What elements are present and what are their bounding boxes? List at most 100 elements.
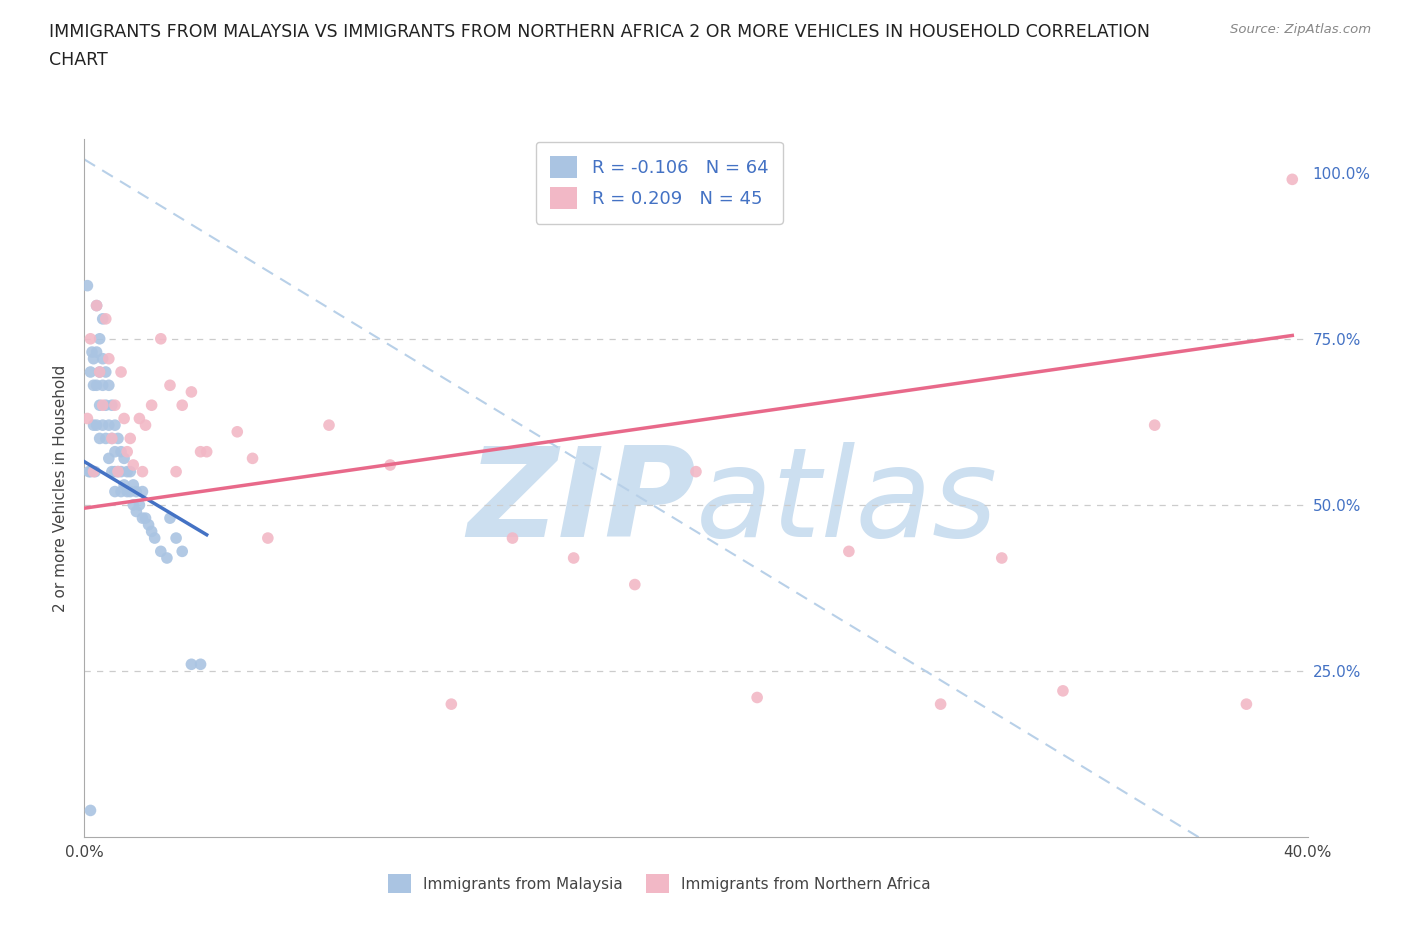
Point [143, 531, 166, 546]
Point [76, 411, 98, 426]
Point [257, 531, 280, 546]
Point [1281, 172, 1303, 187]
Point [76, 278, 98, 293]
Point [110, 485, 132, 499]
Point [115, 445, 138, 459]
Point [110, 445, 132, 459]
Point [94, 431, 117, 445]
Point [195, 445, 218, 459]
Point [180, 384, 202, 399]
Point [156, 551, 179, 565]
Point [110, 464, 132, 479]
Point [94, 312, 117, 326]
Point [165, 464, 187, 479]
Point [125, 504, 148, 519]
Point [562, 551, 585, 565]
Point [86, 345, 108, 360]
Point [79, 464, 101, 479]
Point [104, 398, 127, 413]
Point [101, 431, 124, 445]
Point [89, 365, 111, 379]
Point [97, 418, 120, 432]
Point [380, 458, 402, 472]
Point [101, 464, 124, 479]
Point [138, 517, 160, 532]
Point [79, 803, 101, 817]
Point [107, 464, 129, 479]
Point [242, 451, 264, 466]
Point [929, 697, 952, 711]
Point [149, 331, 172, 346]
Point [79, 365, 101, 379]
Text: CHART: CHART [49, 51, 108, 69]
Point [84, 464, 107, 479]
Point [149, 544, 172, 559]
Text: ZIP: ZIP [467, 442, 696, 563]
Point [131, 464, 153, 479]
Point [104, 464, 127, 479]
Point [172, 544, 194, 559]
Point [172, 398, 194, 413]
Point [86, 299, 108, 313]
Point [94, 365, 117, 379]
Point [131, 511, 153, 525]
Point [165, 531, 187, 546]
Point [101, 431, 124, 445]
Point [112, 451, 135, 466]
Point [112, 477, 135, 492]
Point [318, 418, 340, 432]
Point [94, 398, 117, 413]
Point [440, 697, 463, 711]
Point [77, 464, 100, 479]
Legend: Immigrants from Malaysia, Immigrants from Northern Africa: Immigrants from Malaysia, Immigrants fro… [382, 869, 936, 899]
Point [83, 464, 105, 479]
Point [1052, 684, 1074, 698]
Point [80, 345, 103, 360]
Point [685, 464, 707, 479]
Point [83, 418, 105, 432]
Point [91, 398, 114, 413]
Point [89, 365, 111, 379]
Point [135, 418, 157, 432]
Point [190, 657, 212, 671]
Point [122, 477, 145, 492]
Point [101, 398, 124, 413]
Point [86, 378, 108, 392]
Point [86, 299, 108, 313]
Point [122, 458, 145, 472]
Point [104, 485, 127, 499]
Point [125, 485, 148, 499]
Point [115, 485, 138, 499]
Point [91, 352, 114, 366]
Point [104, 418, 127, 432]
Point [104, 445, 127, 459]
Point [89, 398, 111, 413]
Text: Source: ZipAtlas.com: Source: ZipAtlas.com [1230, 23, 1371, 36]
Point [180, 657, 202, 671]
Point [110, 365, 132, 379]
Point [838, 544, 860, 559]
Point [91, 312, 114, 326]
Point [128, 411, 150, 426]
Point [120, 431, 142, 445]
Point [83, 352, 105, 366]
Point [991, 551, 1014, 565]
Point [747, 690, 769, 705]
Text: IMMIGRANTS FROM MALAYSIA VS IMMIGRANTS FROM NORTHERN AFRICA 2 OR MORE VEHICLES I: IMMIGRANTS FROM MALAYSIA VS IMMIGRANTS F… [49, 23, 1150, 41]
Point [131, 485, 153, 499]
Point [159, 378, 181, 392]
Point [159, 511, 181, 525]
Text: atlas: atlas [696, 442, 998, 563]
Point [115, 464, 138, 479]
Point [141, 524, 163, 538]
Point [79, 331, 101, 346]
Point [97, 451, 120, 466]
Point [122, 498, 145, 512]
Point [1143, 418, 1166, 432]
Y-axis label: 2 or more Vehicles in Household: 2 or more Vehicles in Household [53, 365, 69, 612]
Point [120, 464, 142, 479]
Point [83, 378, 105, 392]
Point [91, 378, 114, 392]
Point [97, 352, 120, 366]
Point [89, 331, 111, 346]
